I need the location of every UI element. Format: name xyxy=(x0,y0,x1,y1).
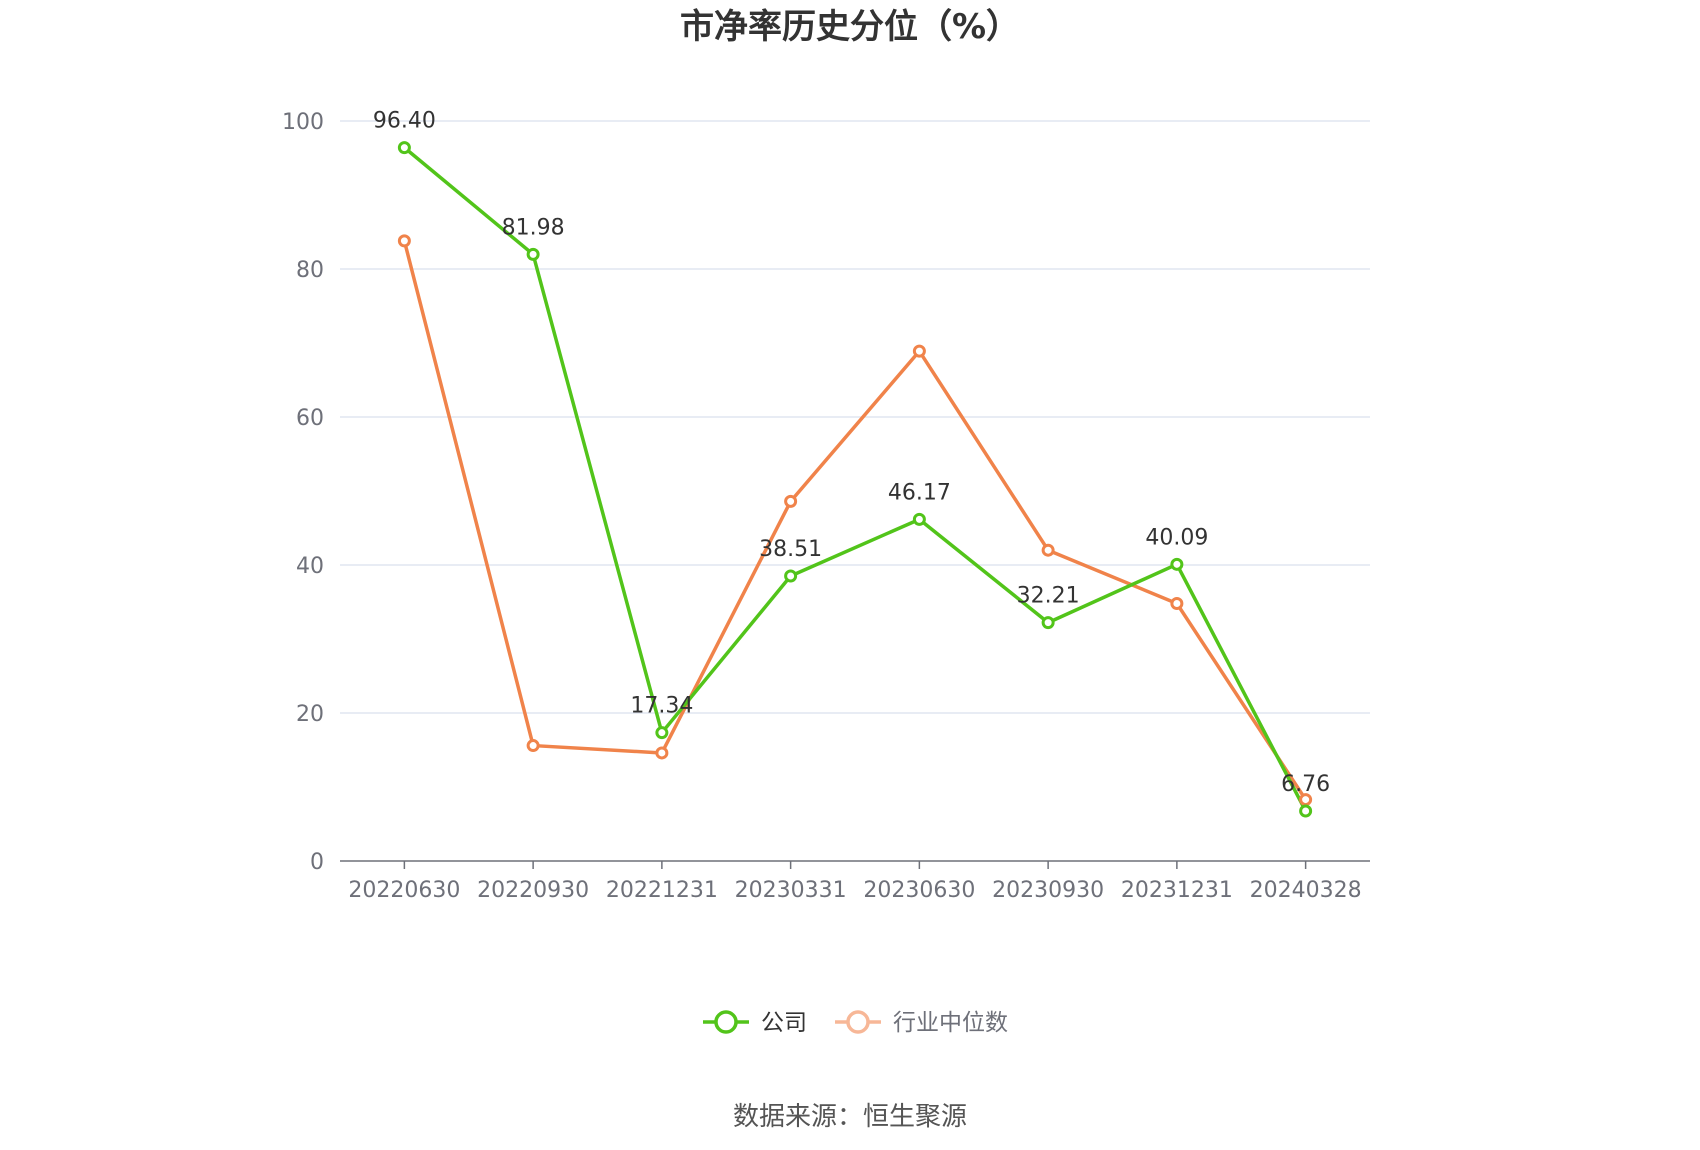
series-1-point[interactable] xyxy=(397,234,411,248)
series-0-point[interactable] xyxy=(1170,557,1184,571)
series-line-0 xyxy=(403,146,1308,812)
y-tick-label: 40 xyxy=(296,554,324,579)
grid-lines xyxy=(340,120,1370,714)
y-tick-label: 0 xyxy=(310,850,324,875)
series-1-point[interactable] xyxy=(784,494,798,508)
x-tick-label: 20240328 xyxy=(1250,878,1362,903)
legend-label: 行业中位数 xyxy=(893,1010,1008,1036)
series-0-point[interactable] xyxy=(1299,804,1313,818)
data-label: 32.21 xyxy=(1017,584,1080,609)
series-line-1 xyxy=(402,240,1308,801)
legend-item-0[interactable]: 公司 xyxy=(703,1010,807,1036)
y-axis-ticks: 0 20 40 60 80 100 xyxy=(282,110,324,875)
series-1-point[interactable] xyxy=(526,739,540,753)
legend-marker xyxy=(846,1010,870,1034)
series-1-point[interactable] xyxy=(912,344,926,358)
x-tick-label: 20230930 xyxy=(992,878,1104,903)
data-label: 38.51 xyxy=(759,537,822,562)
x-tick-label: 20231231 xyxy=(1121,878,1233,903)
data-label: 6.76 xyxy=(1281,772,1330,797)
x-tick-label: 20221231 xyxy=(606,878,718,903)
x-axis: 20220630 20220930 20221231 20230331 20230630… xyxy=(340,860,1370,903)
y-tick-label: 80 xyxy=(296,258,324,283)
series-0-point[interactable] xyxy=(784,569,798,583)
x-tick-label: 20230331 xyxy=(735,878,847,903)
data-label: 96.40 xyxy=(373,109,436,134)
data-labels: 96.40 81.98 17.34 38.51 46.17 32.21 40.09 6.76 xyxy=(373,109,1330,797)
data-label: 46.17 xyxy=(888,480,951,505)
series-group xyxy=(397,141,1313,818)
legend-label: 公司 xyxy=(761,1010,807,1036)
source-text: 数据来源：恒生聚源 xyxy=(733,1102,967,1132)
x-tick-label: 20220930 xyxy=(477,878,589,903)
series-0-point[interactable] xyxy=(1041,616,1055,630)
y-tick-label: 100 xyxy=(282,110,324,135)
x-tick-label: 20220630 xyxy=(348,878,460,903)
data-label: 40.09 xyxy=(1145,525,1208,550)
series-0-point[interactable] xyxy=(912,512,926,526)
y-tick-label: 60 xyxy=(296,406,324,431)
series-1-point[interactable] xyxy=(1170,596,1184,610)
series-1-point[interactable] xyxy=(1041,543,1055,557)
series-0-point[interactable] xyxy=(526,247,540,261)
series-0-point[interactable] xyxy=(655,726,669,740)
x-tick-label: 20230630 xyxy=(863,878,975,903)
y-tick-label: 20 xyxy=(296,702,324,727)
series-0-point[interactable] xyxy=(397,141,411,155)
data-label: 81.98 xyxy=(502,215,565,240)
data-label: 17.34 xyxy=(630,694,693,719)
chart-title: 市净率历史分位（%） xyxy=(680,7,1020,47)
series-1-point[interactable] xyxy=(655,746,669,760)
legend-item-1[interactable]: 行业中位数 xyxy=(835,1010,1008,1036)
legend[interactable]: 公司 行业中位数 xyxy=(703,1010,1008,1036)
legend-marker xyxy=(714,1010,738,1034)
